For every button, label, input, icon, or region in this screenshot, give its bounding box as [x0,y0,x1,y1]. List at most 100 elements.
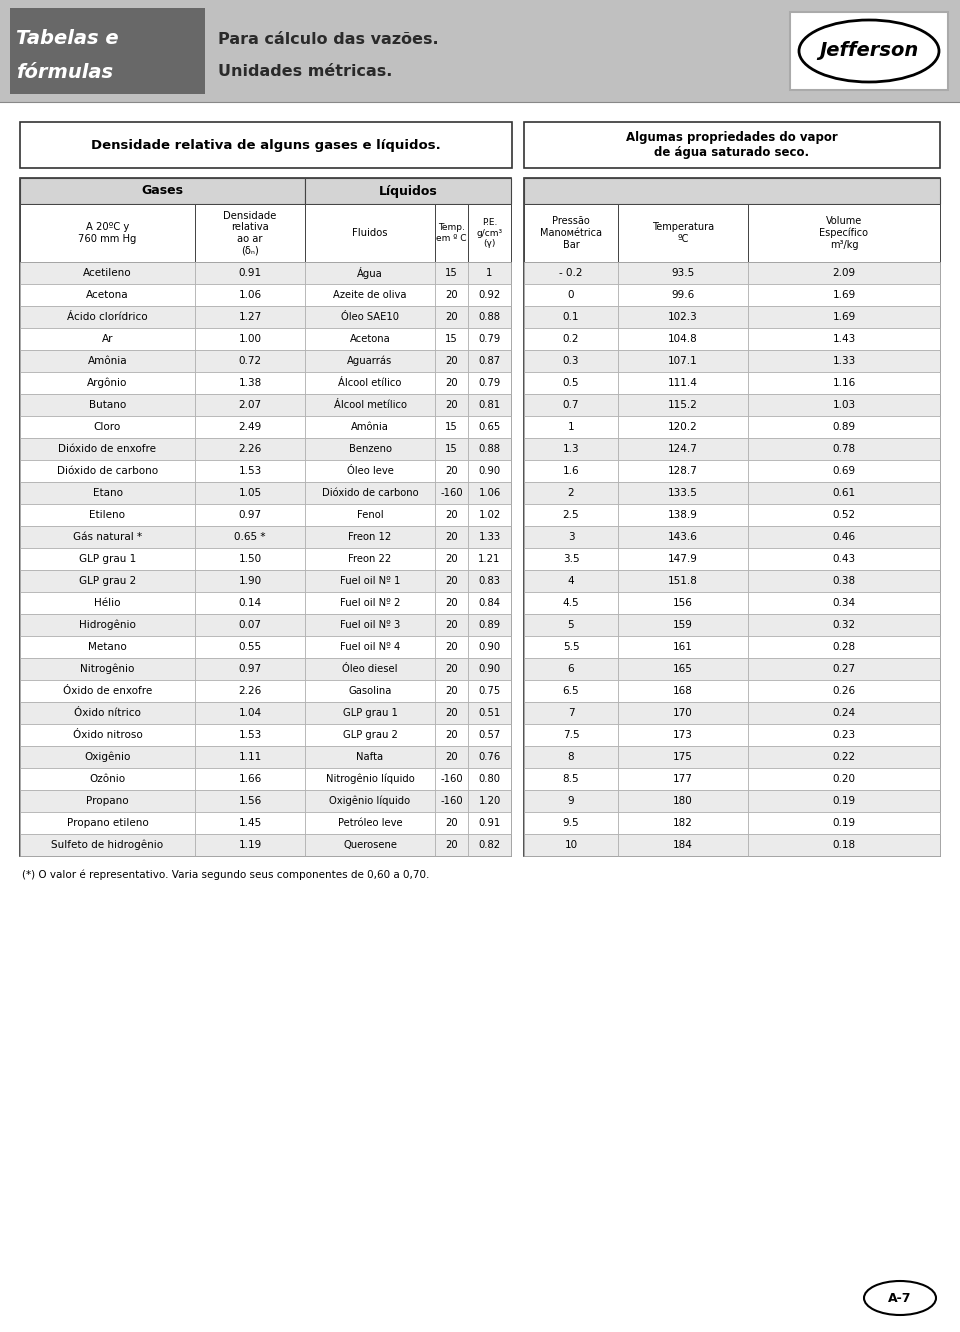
Bar [20,123,512,168]
Bar [195,813,305,834]
Bar [435,635,468,658]
Text: 6: 6 [567,663,574,674]
Bar [305,725,435,746]
Bar [468,284,511,306]
Bar [195,570,305,591]
Text: 0.76: 0.76 [478,753,500,762]
Bar [618,834,748,856]
Bar [468,702,511,725]
Text: Nafta: Nafta [356,753,384,762]
Text: 0.32: 0.32 [832,619,855,630]
Bar [195,614,305,635]
Text: 2.49: 2.49 [238,422,262,432]
Bar [524,591,618,614]
Bar [305,769,435,790]
Bar [435,204,468,262]
Bar [305,416,435,438]
Bar [305,834,435,856]
Text: 0.51: 0.51 [478,709,500,718]
Text: Óleo SAE10: Óleo SAE10 [341,312,399,322]
Bar [468,204,511,262]
Text: Acetona: Acetona [86,290,129,300]
Bar [435,746,468,769]
Text: 165: 165 [673,663,693,674]
Bar [618,482,748,503]
Bar [524,813,618,834]
Text: Para cálculo das vazões.: Para cálculo das vazões. [218,32,439,48]
Bar [0,0,960,103]
Text: Álcool etílico: Álcool etílico [338,378,401,388]
Bar [20,284,195,306]
Text: 1.33: 1.33 [832,356,855,366]
Text: 1.90: 1.90 [238,575,261,586]
Text: 0.82: 0.82 [478,840,500,850]
Text: Nitrogênio líquido: Nitrogênio líquido [325,774,415,785]
Text: 1.50: 1.50 [238,554,261,563]
Bar [195,284,305,306]
Text: 15: 15 [445,334,458,344]
Text: 177: 177 [673,774,693,785]
Bar [20,526,195,547]
Text: Unidades métricas.: Unidades métricas. [218,64,393,80]
Text: 10: 10 [564,840,578,850]
Text: 4.5: 4.5 [563,598,579,607]
Bar [435,372,468,394]
Text: 1.38: 1.38 [238,378,262,388]
Bar [305,635,435,658]
Text: 0.07: 0.07 [238,619,261,630]
Bar [524,178,940,856]
Text: (*) O valor é representativo. Varia segundo seus componentes de 0,60 a 0,70.: (*) O valor é representativo. Varia segu… [22,870,429,880]
Text: 0.92: 0.92 [478,290,500,300]
Bar [524,438,618,460]
Bar [524,769,618,790]
Bar [468,262,511,284]
Bar [20,769,195,790]
Text: 1.69: 1.69 [832,312,855,322]
Bar [20,306,195,328]
Text: 0.97: 0.97 [238,510,261,519]
Text: 1.04: 1.04 [238,709,261,718]
Text: Algumas propriedades do vapor
de água saturado seco.: Algumas propriedades do vapor de água sa… [626,131,838,159]
Text: -160: -160 [441,797,463,806]
Bar [468,746,511,769]
Bar [524,725,618,746]
Text: 2: 2 [567,488,574,498]
Bar [305,526,435,547]
Bar [748,834,940,856]
Bar [524,372,618,394]
Bar [524,306,618,328]
Bar [748,547,940,570]
Bar [748,746,940,769]
Text: A 20ºC y
760 mm Hg: A 20ºC y 760 mm Hg [79,222,136,244]
Bar [748,350,940,372]
Text: 20: 20 [445,709,458,718]
Text: Óleo diesel: Óleo diesel [343,663,397,674]
Bar [524,790,618,813]
Bar [20,591,195,614]
Text: 93.5: 93.5 [671,268,695,278]
Bar [524,178,940,204]
Bar [468,813,511,834]
Bar [618,460,748,482]
Text: Temp.
em º C: Temp. em º C [436,224,467,242]
Bar [305,813,435,834]
Bar [20,658,195,681]
Text: 5: 5 [567,619,574,630]
Text: GLP grau 2: GLP grau 2 [79,575,136,586]
Bar [618,306,748,328]
Bar [524,394,618,416]
Text: 159: 159 [673,619,693,630]
Bar [618,702,748,725]
Bar [524,635,618,658]
Bar [618,769,748,790]
Bar [305,658,435,681]
Bar [195,306,305,328]
Text: 1.33: 1.33 [478,531,500,542]
Text: Volume
Específico
m³/kg: Volume Específico m³/kg [820,216,869,250]
Text: 0.81: 0.81 [478,400,500,410]
Text: 20: 20 [445,686,458,697]
Bar [20,394,195,416]
Text: Propano: Propano [86,797,129,806]
Bar [195,394,305,416]
Text: 5.5: 5.5 [563,642,579,651]
